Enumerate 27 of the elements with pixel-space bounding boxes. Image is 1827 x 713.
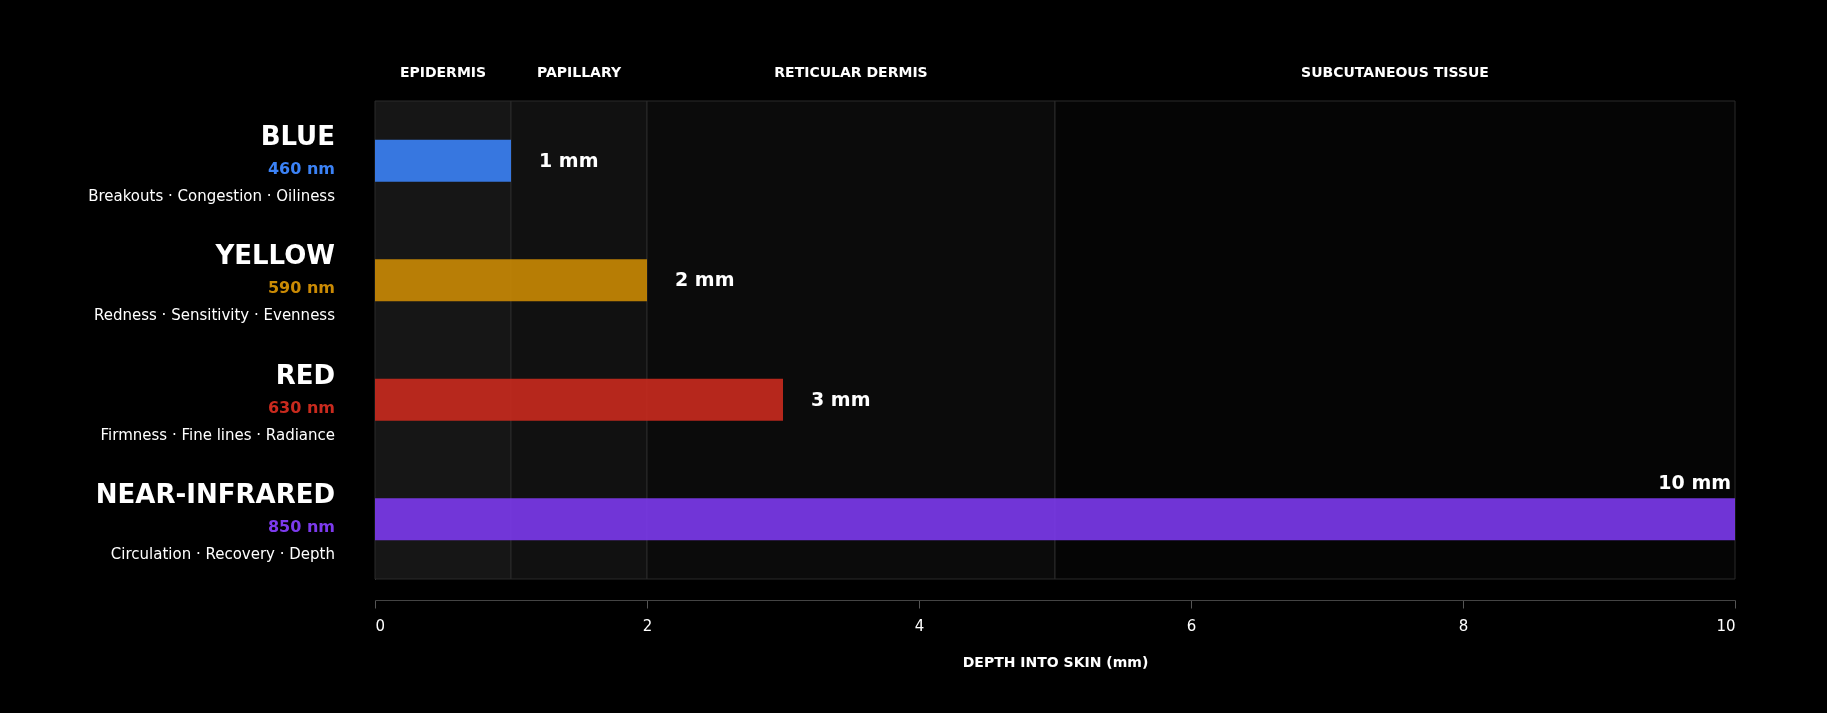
y-tick-label: YELLOW [214,240,335,271]
y-tick-label: RED [275,359,335,390]
x-tick-label: 6 [1186,616,1197,635]
x-axis-title: DEPTH INTO SKIN (mm) [962,653,1149,670]
text: 590 nm [267,278,335,298]
text: Breakouts · Congestion · Oiliness [88,186,336,205]
y-tick-label: BLUE [260,120,335,151]
band-label: RETICULAR DERMIS [774,64,928,80]
band-label: SUBCUTANEOUS TISSUE [1301,64,1489,80]
text: 460 nm [267,158,335,178]
x-tick-label: 4 [914,616,925,635]
band-label: PAPILLARY [536,64,622,80]
text: Redness · Sensitivity · Evenness [93,306,336,325]
data-label: 10 mm [1658,471,1731,494]
text: 630 nm [267,397,335,417]
data-label: 3 mm [811,387,871,410]
band-label: EPIDERMIS [399,64,487,80]
data-label: 2 mm [675,268,735,291]
text: Circulation · Recovery · Depth [110,545,335,564]
text: Firmness · Fine lines · Radiance [100,425,335,444]
y-tick-label: NEAR-INFRARED [95,479,335,510]
x-tick-label: 10 [1716,616,1736,635]
text: 850 nm [267,517,335,537]
x-tick-label: 2 [642,616,653,635]
data-label: 1 mm [539,148,599,171]
x-tick-label: 8 [1458,616,1469,635]
x-tick-label: 0 [375,616,386,635]
